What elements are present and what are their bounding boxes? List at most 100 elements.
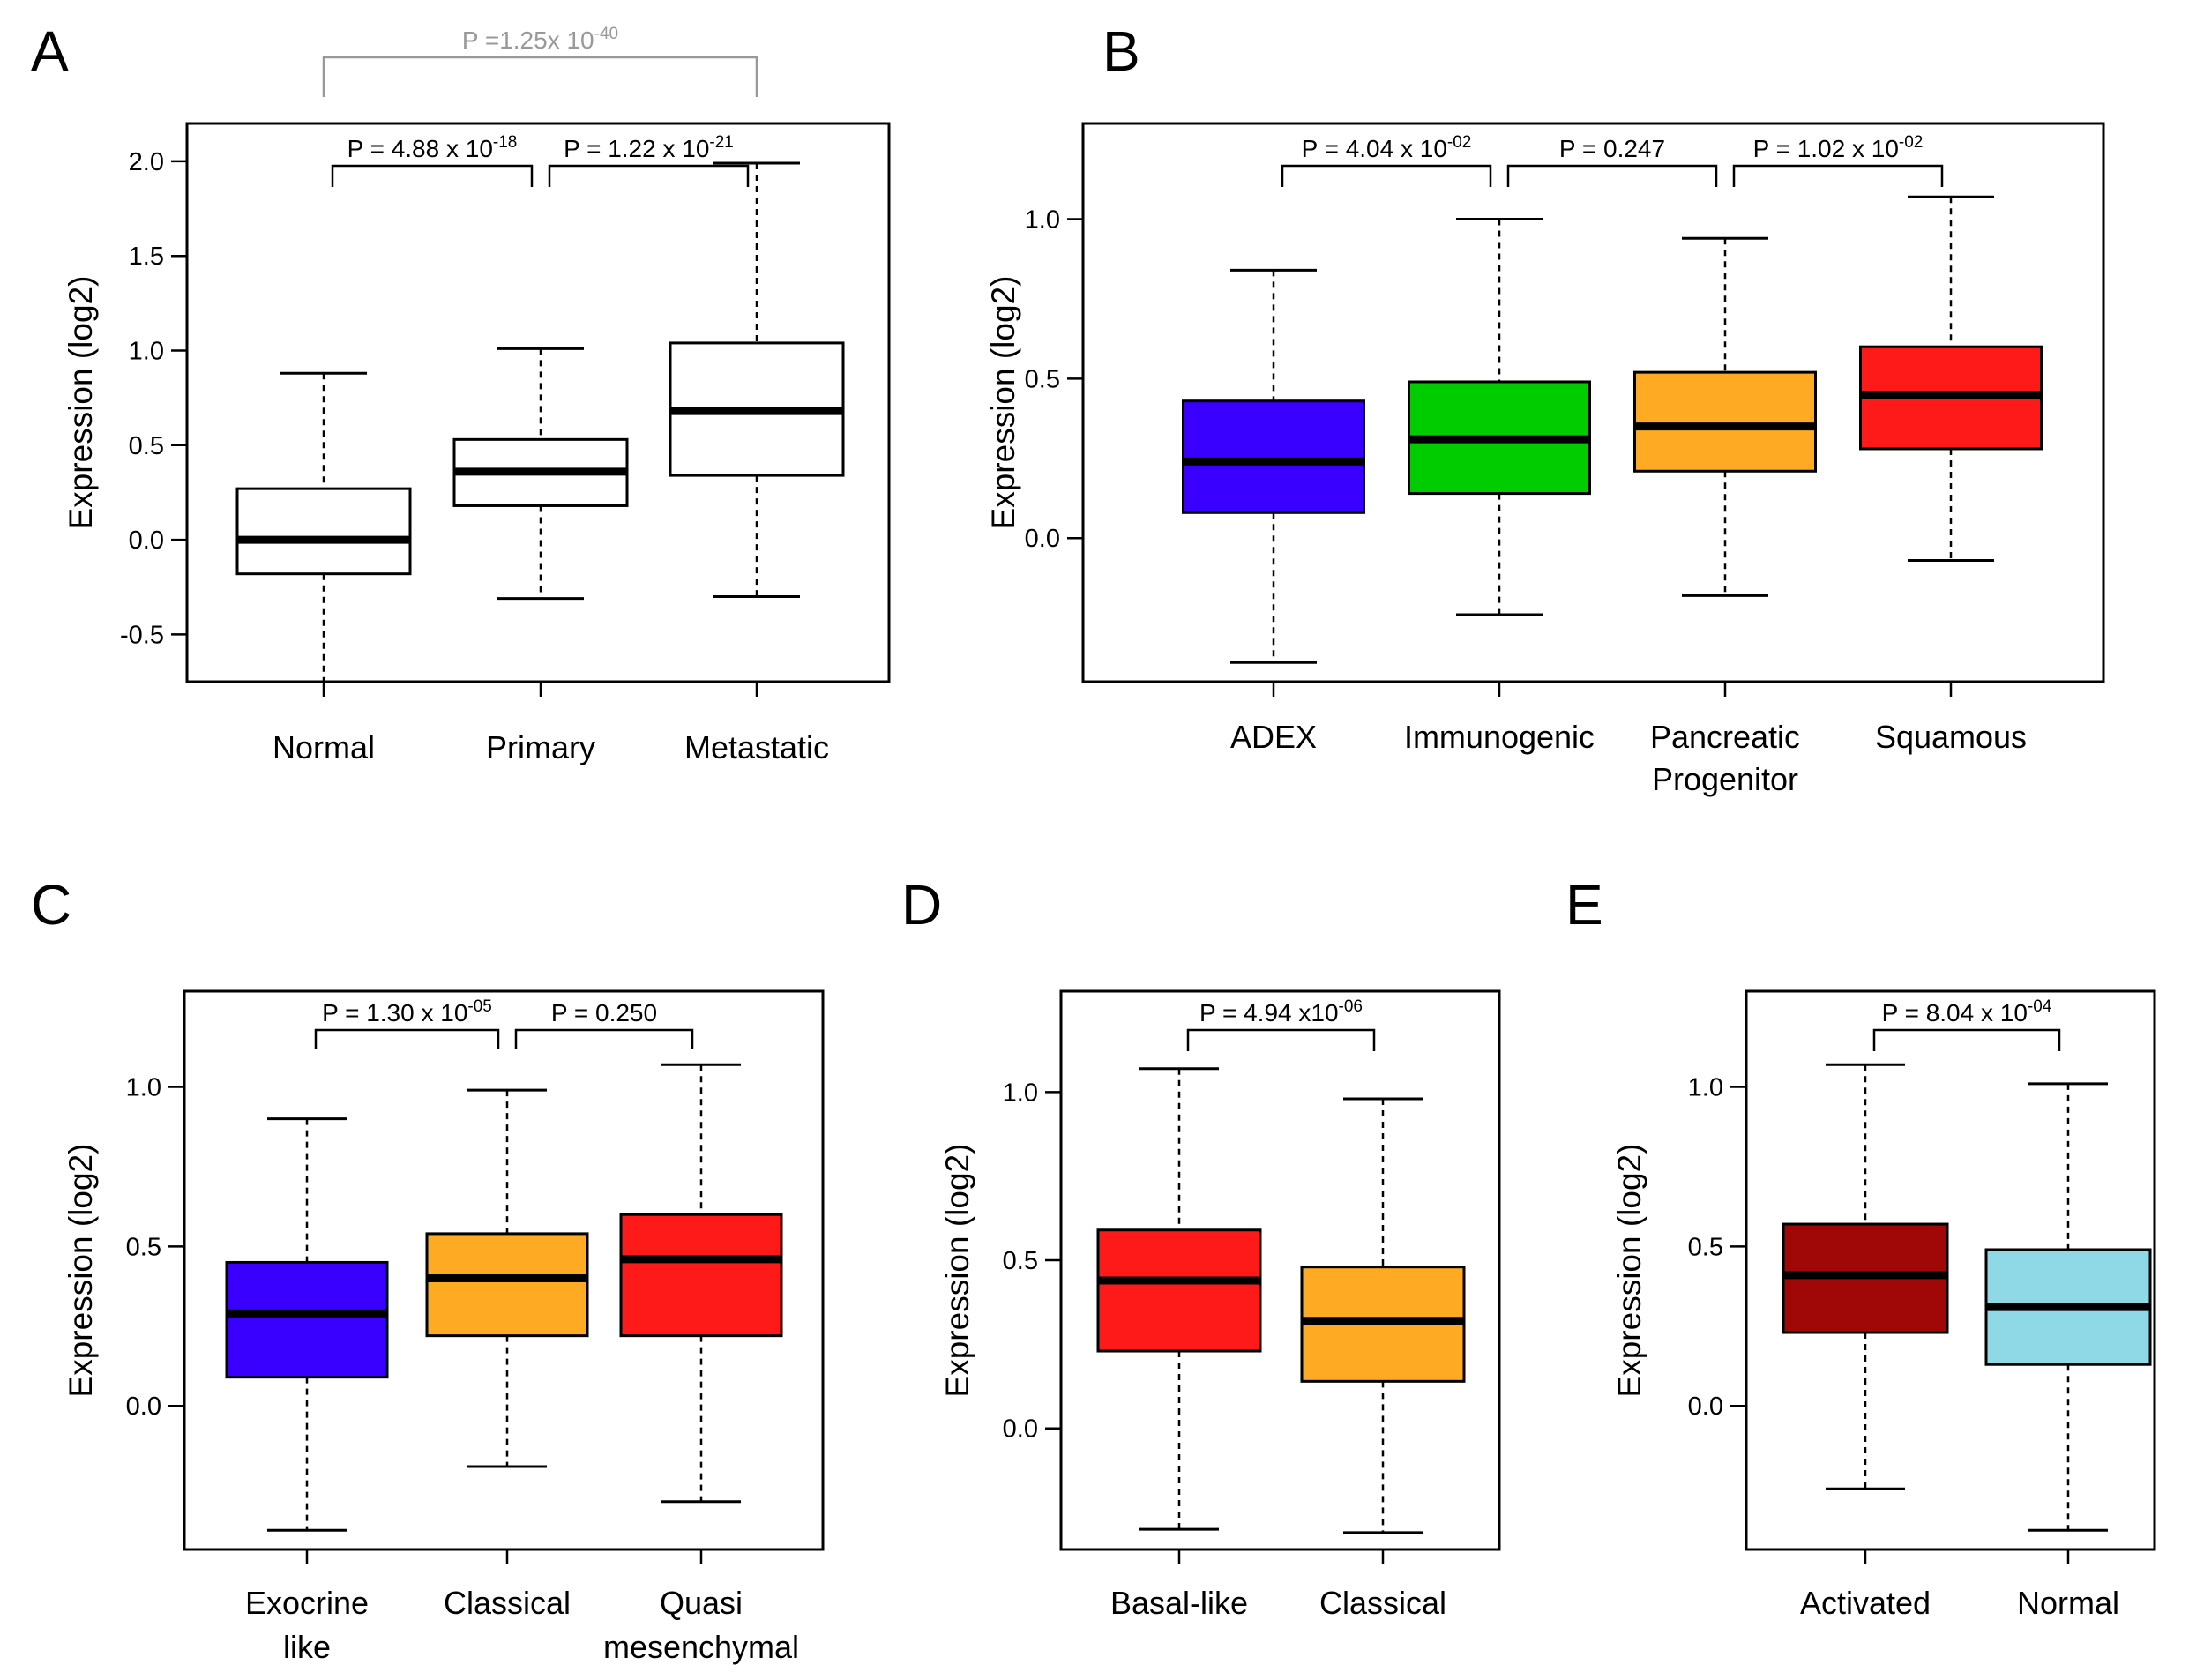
bracket-line: [548, 164, 750, 187]
y-tick-label: 1.0: [1025, 206, 1060, 235]
y-axis-label: Expression (log2): [985, 276, 1021, 530]
box-3: Pancreatic Progenitor: [1633, 236, 1817, 797]
p-value-label: P = 8.04 x 10-04: [1882, 997, 2052, 1027]
box-body: [235, 487, 412, 576]
significance-bracket: P = 8.04 x 10-04: [1872, 997, 2061, 1051]
box-2: Classical: [1300, 1097, 1466, 1621]
p-value-label: P = 1.22 x 10-21: [564, 133, 734, 162]
significance-bracket: P = 0.247: [1506, 135, 1718, 187]
y-tick-label: -0.5: [120, 621, 164, 649]
x-category-label: Progenitor: [1652, 761, 1798, 797]
p-value-label: P = 1.02 x 10-02: [1753, 133, 1924, 162]
bracket-line: [322, 56, 758, 97]
p-value-exponent: -04: [2028, 997, 2052, 1016]
y-tick-label: 0.0: [1003, 1415, 1038, 1444]
x-category-label: mesenchymal: [603, 1629, 799, 1665]
x-category-label: Normal: [2017, 1585, 2119, 1621]
p-value-exponent: -18: [493, 133, 517, 152]
p-value-exponent: -02: [1899, 133, 1923, 152]
plot-frame: [1059, 989, 1501, 1551]
p-value-label: P =1.25x 10-40: [462, 25, 618, 54]
x-category-label: Pancreatic: [1650, 719, 1800, 755]
p-value-exponent: -05: [467, 997, 491, 1016]
y-tick-label: 1.0: [1003, 1079, 1038, 1107]
x-category-label: Primary: [486, 729, 595, 765]
p-value-text: P = 1.22 x 10: [564, 135, 709, 162]
box-2: Normal: [1984, 1082, 2152, 1621]
p-value-label: P = 4.04 x 10-02: [1302, 133, 1472, 162]
panel-letter: E: [1565, 873, 1603, 937]
y-tick-label: 0.5: [129, 432, 164, 460]
x-category-label: Metastatic: [684, 729, 829, 765]
box-body: [619, 1213, 783, 1338]
y-tick-label: 1.5: [129, 243, 164, 271]
y-axis-label: Expression (log2): [939, 1144, 975, 1398]
p-value-exponent: -06: [1339, 997, 1363, 1016]
panel-letter: D: [901, 873, 942, 937]
significance-bracket: P = 4.88 x 10-18: [331, 133, 534, 187]
box-body: [225, 1260, 389, 1379]
box-1: Activated: [1782, 1063, 1949, 1621]
p-value-exponent: -40: [594, 25, 618, 43]
p-value-label: P = 1.30 x 10-05: [322, 997, 492, 1027]
y-tick-label: 1.0: [1688, 1074, 1723, 1102]
p-value-exponent: -02: [1447, 133, 1471, 152]
x-category-label: Quasi: [660, 1585, 743, 1621]
y-tick-label: 0.5: [1025, 365, 1060, 393]
y-axis-label: Expression (log2): [63, 276, 99, 530]
y-tick-label: 0.5: [1003, 1247, 1038, 1275]
y-tick-label: 0.0: [1025, 525, 1060, 553]
bracket-line: [514, 1028, 694, 1049]
p-value-text: P = 0.247: [1559, 135, 1665, 162]
p-value-label: P = 4.88 x 10-18: [347, 133, 518, 162]
bracket-line: [1281, 164, 1492, 187]
box-1: Exocrine like: [225, 1117, 389, 1665]
box-2: Immunogenic: [1404, 218, 1595, 755]
y-tick-label: 0.5: [126, 1233, 161, 1261]
x-category-label: Basal-like: [1110, 1585, 1248, 1621]
p-value-exponent: -21: [709, 133, 733, 152]
significance-bracket: P = 4.04 x 10-02: [1281, 133, 1492, 187]
bracket-line: [1872, 1028, 2061, 1051]
p-value-text: P = 8.04 x 10: [1882, 999, 2028, 1027]
bracket-line: [1186, 1028, 1376, 1051]
plot-frame: [185, 122, 891, 683]
y-axis-label: Expression (log2): [63, 1144, 99, 1398]
significance-bracket: P = 4.94 x10-06: [1186, 997, 1376, 1051]
x-category-label: Exocrine: [245, 1585, 369, 1621]
y-tick-label: 0.0: [129, 526, 164, 555]
x-category-label: Immunogenic: [1404, 719, 1595, 755]
bracket-line: [1506, 164, 1718, 187]
p-value-text: P = 1.30 x 10: [322, 999, 467, 1027]
x-category-label: Squamous: [1875, 719, 2027, 755]
plot-frame: [183, 989, 825, 1551]
box-1: Normal: [235, 371, 412, 765]
panel-e: E 0.0 0.5 1.0 Expression (log2) Activated Norm…: [1565, 873, 2156, 1621]
significance-bracket: P =1.25x 10-40: [322, 25, 758, 97]
box-2: Primary: [452, 347, 629, 765]
box-3: Quasi mesenchymal: [603, 1063, 799, 1665]
y-tick-label: 1.0: [126, 1074, 161, 1102]
bracket-line: [1732, 164, 1944, 187]
plot-frame: [1745, 989, 2156, 1551]
y-tick-label: 1.0: [129, 337, 164, 365]
p-value-label: P = 0.247: [1559, 135, 1665, 162]
x-category-label: Activated: [1800, 1585, 1931, 1621]
p-value-text: P = 1.02 x 10: [1753, 135, 1899, 162]
significance-bracket: P = 1.22 x 10-21: [548, 133, 750, 187]
box-body: [1182, 399, 1365, 514]
p-value-text: P = 0.250: [551, 999, 657, 1027]
x-category-label: ADEX: [1230, 719, 1317, 755]
p-value-text: P =1.25x 10: [462, 26, 594, 54]
x-category-label: like: [283, 1629, 331, 1665]
box-1: Basal-like: [1096, 1067, 1262, 1621]
significance-bracket: P = 1.30 x 10-05: [314, 997, 500, 1049]
x-category-label: Classical: [444, 1585, 571, 1621]
p-value-label: P = 4.94 x10-06: [1199, 997, 1363, 1027]
y-tick-label: 0.5: [1688, 1233, 1723, 1261]
panel-d: D 0.0 0.5 1.0 Expression (log2) Basal-like Cla…: [901, 873, 1501, 1621]
significance-bracket: P = 0.250: [514, 999, 694, 1049]
box-body: [1096, 1228, 1262, 1353]
box-3: Metastatic: [669, 161, 845, 765]
plot-frame: [1081, 122, 2105, 683]
